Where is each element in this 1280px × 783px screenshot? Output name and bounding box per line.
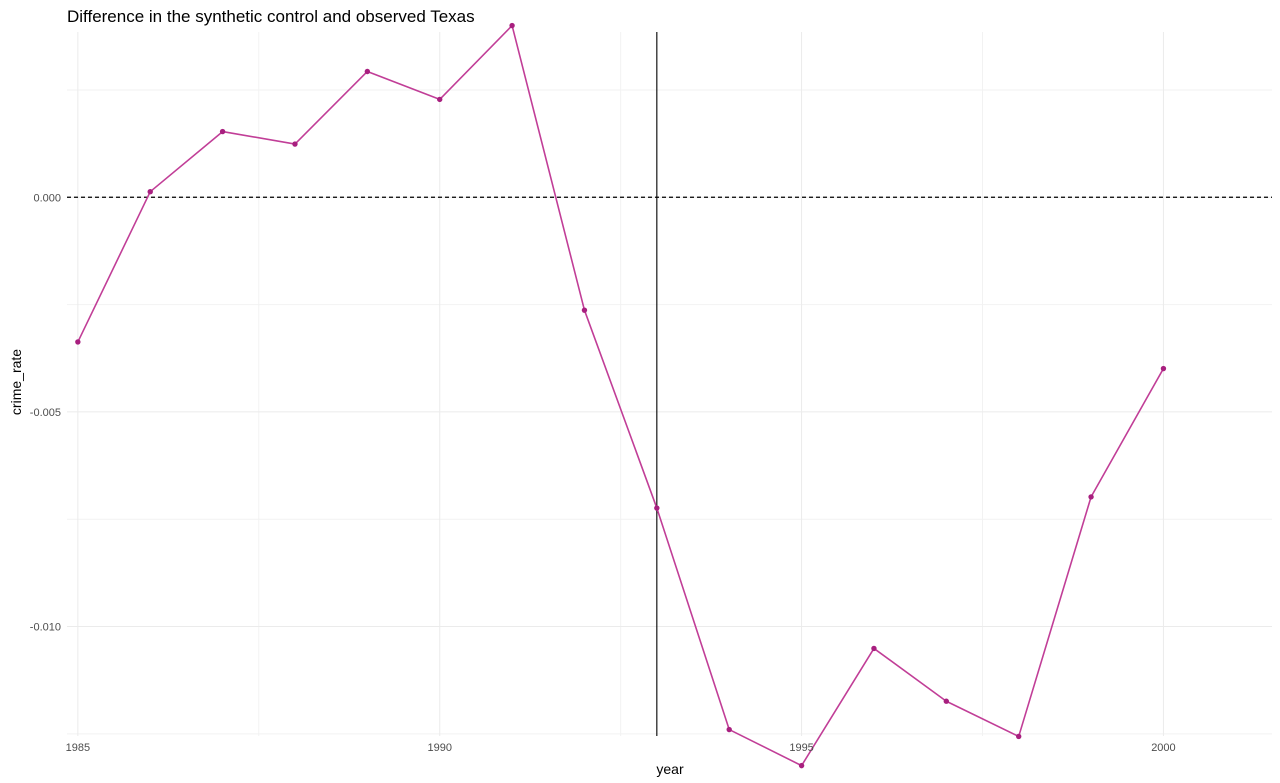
y-tick-label: 0.000 (33, 192, 61, 204)
chart-title: Difference in the synthetic control and … (67, 7, 475, 26)
data-point (219, 128, 226, 135)
data-point (364, 68, 371, 75)
reference-lines (67, 32, 1272, 736)
x-tick-label: 1985 (66, 742, 90, 754)
data-point (943, 698, 950, 704)
data-point (1015, 733, 1022, 740)
grid-layer (67, 32, 1272, 736)
series-line (77, 24, 1165, 767)
data-point (798, 762, 805, 769)
data-point (437, 96, 443, 103)
data-point (726, 726, 732, 733)
data-point (1160, 365, 1167, 372)
data-point (292, 141, 298, 147)
x-tick-label: 1995 (789, 742, 813, 754)
x-tick-label: 2000 (1151, 742, 1175, 754)
series-layer (75, 22, 1167, 769)
data-point (654, 505, 660, 511)
y-axis-title: crime_rate (8, 349, 24, 415)
data-point (581, 307, 588, 313)
x-axis-title: year (656, 761, 684, 777)
data-point (509, 22, 515, 29)
y-tick-label: -0.010 (30, 622, 61, 634)
tick-labels: 1985 1990 1995 2000 0.000 -0.005 -0.010 (30, 192, 1176, 754)
data-point (1088, 494, 1094, 500)
x-tick-label: 1990 (427, 742, 451, 754)
data-point (871, 645, 877, 652)
data-point (147, 188, 153, 195)
y-tick-label: -0.005 (30, 407, 61, 419)
data-point (75, 339, 81, 345)
